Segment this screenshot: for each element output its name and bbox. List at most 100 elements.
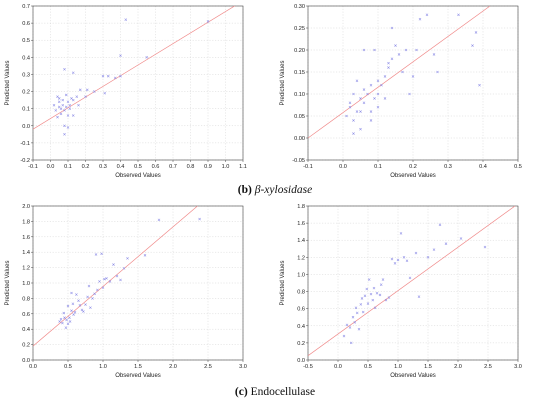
data-point bbox=[383, 75, 387, 78]
data-point bbox=[143, 253, 147, 257]
data-point bbox=[101, 286, 105, 289]
data-point bbox=[352, 119, 355, 122]
x-tick-label: 0.5 bbox=[364, 364, 372, 370]
data-point bbox=[73, 310, 77, 314]
data-point bbox=[438, 223, 442, 227]
data-point bbox=[63, 124, 66, 128]
data-point bbox=[66, 322, 70, 326]
data-point bbox=[59, 317, 63, 321]
data-point bbox=[115, 274, 119, 278]
data-point bbox=[71, 71, 75, 75]
x-tick-label: 2.5 bbox=[204, 364, 212, 370]
x-tick-label: 0.5 bbox=[134, 164, 142, 170]
data-point bbox=[89, 306, 92, 309]
x-tick-label: 0.8 bbox=[187, 164, 195, 170]
data-point bbox=[157, 218, 161, 222]
data-point bbox=[474, 31, 478, 34]
data-point bbox=[345, 323, 349, 327]
fit-line bbox=[308, 206, 516, 357]
data-point bbox=[459, 237, 463, 240]
data-point bbox=[198, 217, 201, 221]
data-point bbox=[378, 293, 382, 297]
data-point bbox=[348, 101, 352, 105]
data-point bbox=[357, 327, 361, 331]
data-point bbox=[432, 53, 436, 56]
data-point bbox=[122, 267, 126, 270]
data-point bbox=[58, 320, 61, 323]
data-point bbox=[57, 100, 61, 104]
data-point bbox=[399, 232, 403, 235]
caption-b-text: β-xylosidase bbox=[251, 184, 313, 196]
data-point bbox=[106, 74, 110, 78]
data-point bbox=[59, 107, 63, 110]
y-tick-label: 1.2 bbox=[297, 255, 305, 261]
data-point bbox=[405, 259, 409, 263]
data-point bbox=[98, 280, 101, 283]
data-point bbox=[353, 321, 357, 324]
data-point bbox=[61, 103, 65, 107]
data-point bbox=[483, 245, 487, 249]
plot-frame bbox=[307, 205, 519, 361]
y-tick-label: 1.8 bbox=[297, 204, 305, 210]
data-point bbox=[384, 298, 388, 302]
y-tick-label: 0.20 bbox=[294, 48, 305, 54]
data-point bbox=[404, 48, 408, 52]
data-point bbox=[408, 92, 411, 96]
y-tick-label: 0.05 bbox=[294, 114, 305, 120]
data-point bbox=[113, 76, 117, 80]
data-point bbox=[432, 248, 436, 251]
data-point bbox=[68, 316, 71, 319]
data-point bbox=[373, 97, 376, 100]
data-point bbox=[84, 303, 87, 306]
plot-frame bbox=[32, 5, 244, 161]
data-point bbox=[108, 280, 112, 283]
data-point bbox=[390, 57, 394, 61]
y-tick-label: 0.2 bbox=[22, 90, 30, 96]
data-point bbox=[68, 320, 72, 323]
data-point bbox=[362, 88, 366, 91]
data-point bbox=[369, 110, 373, 113]
plot-frame bbox=[32, 205, 244, 361]
data-point bbox=[436, 70, 439, 74]
data-point bbox=[126, 257, 129, 260]
data-point bbox=[348, 326, 352, 329]
data-point bbox=[444, 242, 448, 245]
data-point bbox=[119, 54, 122, 57]
data-point bbox=[71, 302, 75, 306]
x-tick-label: 2.0 bbox=[169, 364, 177, 370]
x-tick-label: 0.1 bbox=[374, 164, 382, 170]
data-point bbox=[103, 277, 106, 281]
y-tick-label: -0.2 bbox=[20, 158, 30, 164]
y-tick-label: 0.6 bbox=[22, 312, 30, 318]
data-point bbox=[360, 297, 364, 300]
x-tick-label: 0.2 bbox=[82, 164, 90, 170]
x-tick-label: 0.0 bbox=[29, 364, 37, 370]
x-tick-label: 1.0 bbox=[394, 364, 402, 370]
scatter-panel-top-right: -0.1 0.0 0.1 0.2 0.3 0.4 0.5 -0.05 0.00 0.05 0.10 0… bbox=[280, 4, 522, 179]
data-point bbox=[376, 105, 380, 109]
data-point bbox=[124, 18, 128, 21]
data-point bbox=[96, 288, 99, 292]
data-point bbox=[457, 13, 460, 17]
data-point bbox=[380, 83, 383, 87]
y-tick-label: 0.0 bbox=[22, 124, 30, 130]
x-tick-label: 2.5 bbox=[484, 364, 492, 370]
y-tick-label: 0.2 bbox=[22, 343, 30, 349]
data-point bbox=[100, 252, 103, 256]
x-tick-label: -0.1 bbox=[303, 164, 313, 170]
y-tick-label: 1.0 bbox=[297, 272, 305, 278]
x-tick-label: 0.7 bbox=[169, 164, 177, 170]
fit-line bbox=[33, 206, 198, 347]
data-point bbox=[64, 326, 68, 329]
fit-line bbox=[308, 6, 491, 139]
x-tick-label: 0.4 bbox=[479, 164, 487, 170]
data-point bbox=[78, 88, 82, 92]
data-point bbox=[359, 97, 362, 100]
caption-c-tag: (c) bbox=[234, 386, 248, 398]
data-point bbox=[359, 127, 362, 131]
data-point bbox=[369, 119, 373, 122]
x-tick-label: 3.0 bbox=[514, 364, 522, 370]
data-point bbox=[119, 278, 122, 282]
scatter-panel-top-left: -0.1 0.0 0.1 0.2 0.3 0.4 0.5 0.6 0.7 0.8 0.9 1.0 1.1… bbox=[5, 4, 247, 179]
data-point bbox=[66, 126, 70, 129]
